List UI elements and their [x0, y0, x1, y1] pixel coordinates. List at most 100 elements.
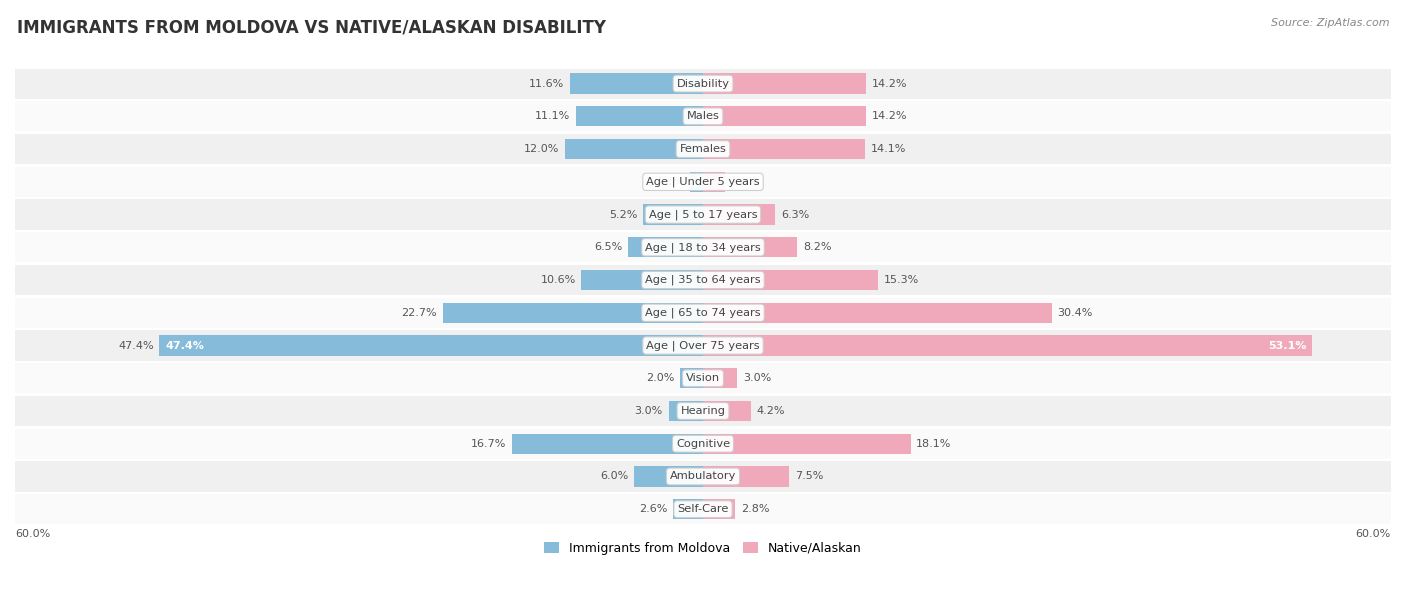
- Bar: [15, 100, 1391, 101]
- Bar: [15, 200, 1391, 230]
- Bar: [15, 524, 1391, 526]
- Text: Ambulatory: Ambulatory: [669, 471, 737, 482]
- Text: Self-Care: Self-Care: [678, 504, 728, 514]
- Bar: [15, 99, 1391, 100]
- Bar: [569, 73, 703, 94]
- Bar: [565, 139, 703, 159]
- Text: 3.0%: 3.0%: [634, 406, 662, 416]
- Bar: [15, 493, 1391, 494]
- Text: IMMIGRANTS FROM MOLDOVA VS NATIVE/ALASKAN DISABILITY: IMMIGRANTS FROM MOLDOVA VS NATIVE/ALASKA…: [17, 18, 606, 36]
- Bar: [703, 499, 735, 520]
- Bar: [703, 171, 724, 192]
- Bar: [634, 466, 703, 487]
- Bar: [15, 494, 1391, 524]
- Bar: [15, 360, 1391, 362]
- Bar: [15, 198, 1391, 200]
- Text: 1.9%: 1.9%: [731, 177, 759, 187]
- Bar: [15, 428, 1391, 459]
- Legend: Immigrants from Moldova, Native/Alaskan: Immigrants from Moldova, Native/Alaskan: [540, 537, 866, 560]
- Text: 18.1%: 18.1%: [917, 439, 952, 449]
- Bar: [681, 368, 703, 389]
- Bar: [15, 230, 1391, 231]
- Bar: [15, 427, 1391, 428]
- Text: Disability: Disability: [676, 78, 730, 89]
- Bar: [703, 270, 879, 290]
- Text: 14.1%: 14.1%: [870, 144, 905, 154]
- Text: Males: Males: [686, 111, 720, 121]
- Text: 14.2%: 14.2%: [872, 78, 907, 89]
- Bar: [15, 295, 1391, 296]
- Text: Age | Under 5 years: Age | Under 5 years: [647, 177, 759, 187]
- Text: 60.0%: 60.0%: [1355, 529, 1391, 540]
- Bar: [15, 296, 1391, 297]
- Text: 5.2%: 5.2%: [609, 209, 638, 220]
- Bar: [15, 263, 1391, 264]
- Text: 2.0%: 2.0%: [645, 373, 675, 383]
- Bar: [15, 164, 1391, 165]
- Bar: [15, 133, 1391, 134]
- Text: 16.7%: 16.7%: [471, 439, 506, 449]
- Text: 11.1%: 11.1%: [534, 111, 569, 121]
- Text: 1.1%: 1.1%: [657, 177, 685, 187]
- Text: 47.4%: 47.4%: [118, 340, 153, 351]
- Text: Hearing: Hearing: [681, 406, 725, 416]
- Text: Cognitive: Cognitive: [676, 439, 730, 449]
- Bar: [703, 106, 866, 127]
- Bar: [15, 363, 1391, 394]
- Text: 53.1%: 53.1%: [1268, 340, 1306, 351]
- Text: Source: ZipAtlas.com: Source: ZipAtlas.com: [1271, 18, 1389, 28]
- Text: 2.8%: 2.8%: [741, 504, 769, 514]
- Bar: [15, 264, 1391, 265]
- Bar: [582, 270, 703, 290]
- Text: 6.3%: 6.3%: [780, 209, 810, 220]
- Bar: [15, 396, 1391, 426]
- Bar: [15, 166, 1391, 197]
- Bar: [669, 401, 703, 421]
- Bar: [628, 237, 703, 258]
- Bar: [703, 204, 775, 225]
- Bar: [703, 401, 751, 421]
- Bar: [15, 134, 1391, 164]
- Bar: [703, 335, 1312, 356]
- Bar: [703, 302, 1052, 323]
- Text: 12.0%: 12.0%: [524, 144, 560, 154]
- Text: 30.4%: 30.4%: [1057, 308, 1092, 318]
- Bar: [15, 232, 1391, 263]
- Bar: [15, 329, 1391, 330]
- Bar: [512, 433, 703, 454]
- Text: 22.7%: 22.7%: [401, 308, 437, 318]
- Text: Age | 18 to 34 years: Age | 18 to 34 years: [645, 242, 761, 253]
- Bar: [15, 460, 1391, 461]
- Bar: [673, 499, 703, 520]
- Text: 6.0%: 6.0%: [600, 471, 628, 482]
- Bar: [15, 101, 1391, 132]
- Bar: [15, 132, 1391, 133]
- Text: 7.5%: 7.5%: [794, 471, 823, 482]
- Bar: [15, 395, 1391, 396]
- Bar: [703, 433, 911, 454]
- Bar: [703, 237, 797, 258]
- Text: 60.0%: 60.0%: [15, 529, 51, 540]
- Bar: [690, 171, 703, 192]
- Text: 14.2%: 14.2%: [872, 111, 907, 121]
- Bar: [15, 69, 1391, 99]
- Bar: [703, 466, 789, 487]
- Text: 8.2%: 8.2%: [803, 242, 831, 252]
- Bar: [15, 197, 1391, 198]
- Text: 10.6%: 10.6%: [540, 275, 575, 285]
- Text: Age | 5 to 17 years: Age | 5 to 17 years: [648, 209, 758, 220]
- Text: 11.6%: 11.6%: [529, 78, 564, 89]
- Bar: [15, 491, 1391, 493]
- Text: Females: Females: [679, 144, 727, 154]
- Bar: [703, 73, 866, 94]
- Text: 6.5%: 6.5%: [595, 242, 623, 252]
- Text: 15.3%: 15.3%: [884, 275, 920, 285]
- Text: 3.0%: 3.0%: [744, 373, 772, 383]
- Bar: [15, 265, 1391, 295]
- Bar: [15, 459, 1391, 460]
- Bar: [575, 106, 703, 127]
- Text: Age | Over 75 years: Age | Over 75 years: [647, 340, 759, 351]
- Bar: [15, 67, 1391, 69]
- Text: Age | 65 to 74 years: Age | 65 to 74 years: [645, 307, 761, 318]
- Bar: [703, 368, 737, 389]
